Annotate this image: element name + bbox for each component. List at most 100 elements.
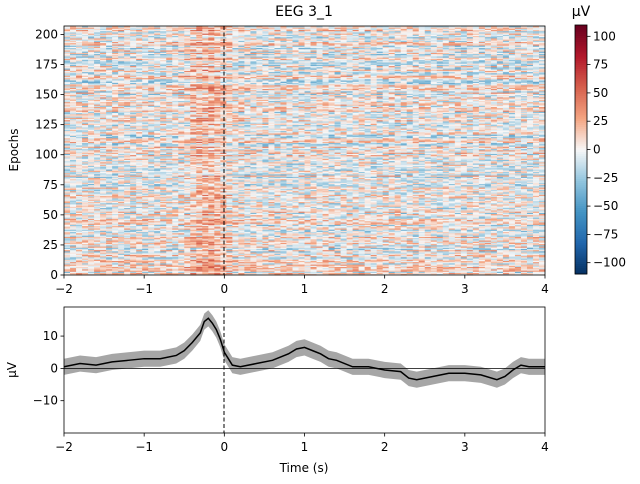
heatmap-cell bbox=[160, 205, 167, 207]
heatmap-cell bbox=[520, 232, 528, 235]
heatmap-cell bbox=[508, 265, 516, 267]
heatmap-cell bbox=[202, 264, 209, 266]
heatmap-cell bbox=[118, 248, 125, 251]
heatmap-cell bbox=[208, 210, 215, 212]
heatmap-cell bbox=[70, 232, 77, 235]
heatmap-cell bbox=[160, 262, 167, 265]
heatmap-cell bbox=[130, 248, 137, 251]
heatmap-cell bbox=[328, 266, 335, 269]
heatmap-cell bbox=[76, 224, 83, 227]
heatmap-cell bbox=[250, 264, 257, 266]
heatmap-cell bbox=[178, 273, 185, 276]
heatmap-cell bbox=[184, 267, 191, 270]
heatmap-cell bbox=[244, 225, 251, 228]
heatmap-cell bbox=[448, 204, 456, 206]
heatmap-cell bbox=[196, 212, 203, 215]
heatmap-cell bbox=[220, 225, 227, 228]
heatmap-cell bbox=[460, 229, 468, 231]
heatmap-cell bbox=[448, 208, 456, 211]
heatmap-cell bbox=[178, 249, 185, 252]
heatmap-cell bbox=[328, 240, 335, 242]
heatmap-cell bbox=[490, 244, 498, 247]
heatmap-cell bbox=[106, 250, 113, 253]
heatmap-cell bbox=[424, 200, 432, 203]
heatmap-cell bbox=[430, 210, 438, 212]
heatmap-cell bbox=[232, 210, 239, 212]
heatmap-cell bbox=[232, 262, 239, 265]
heatmap-cell bbox=[76, 253, 83, 255]
heatmap-cell bbox=[160, 270, 167, 272]
heatmap-cell bbox=[436, 265, 444, 267]
heatmap-cell bbox=[136, 256, 143, 259]
heatmap-cell bbox=[70, 200, 77, 203]
heatmap-cell bbox=[436, 246, 444, 248]
heatmap-cell bbox=[406, 240, 414, 242]
heatmap-cell bbox=[256, 234, 263, 236]
heatmap-cell bbox=[94, 247, 101, 249]
heatmap-cell bbox=[352, 242, 360, 245]
heatmap-cell bbox=[382, 210, 390, 212]
heatmap-cell bbox=[448, 262, 456, 265]
heatmap-cell bbox=[184, 199, 191, 201]
heatmap-cell bbox=[460, 226, 468, 229]
heatmap-cell bbox=[352, 268, 360, 271]
heatmap-cell bbox=[514, 204, 522, 206]
heatmap-cell bbox=[472, 241, 480, 243]
heatmap-cell bbox=[292, 258, 299, 260]
heatmap-cell bbox=[250, 247, 257, 249]
heatmap-cell bbox=[70, 243, 77, 246]
heatmap-cell bbox=[526, 242, 534, 245]
heatmap-cell bbox=[514, 252, 522, 254]
heatmap-cell bbox=[496, 261, 504, 264]
heatmap-cell bbox=[82, 268, 89, 271]
heatmap-cell bbox=[346, 224, 353, 227]
heatmap-cell bbox=[208, 261, 215, 264]
heatmap-cell bbox=[532, 242, 540, 245]
heatmap-cell bbox=[232, 230, 239, 233]
heatmap-cell bbox=[142, 252, 149, 254]
heatmap-cell bbox=[496, 265, 504, 267]
heatmap-cell bbox=[256, 240, 263, 242]
heatmap-cell bbox=[352, 272, 360, 275]
heatmap-cell bbox=[112, 220, 119, 223]
heatmap-cell bbox=[472, 228, 480, 230]
heatmap-cell bbox=[484, 271, 492, 273]
heatmap-cell bbox=[154, 226, 161, 229]
heatmap-cell bbox=[532, 238, 540, 241]
heatmap-cell bbox=[304, 243, 311, 246]
heatmap-cell bbox=[106, 205, 113, 207]
heatmap-cell bbox=[214, 208, 221, 211]
heatmap-cell bbox=[226, 247, 233, 249]
heatmap-cell bbox=[172, 262, 179, 265]
heatmap-cell bbox=[496, 207, 504, 210]
heatmap-cell bbox=[82, 213, 89, 216]
heatmap-cell bbox=[538, 232, 546, 235]
heatmap-cell bbox=[118, 260, 125, 263]
heatmap-cell bbox=[388, 216, 396, 218]
heatmap-cell bbox=[352, 254, 360, 257]
heatmap-cell bbox=[148, 264, 155, 266]
heatmap-cell bbox=[190, 219, 197, 222]
heatmap-cell bbox=[292, 206, 299, 209]
heatmap-cell bbox=[358, 248, 366, 251]
heatmap-cell bbox=[328, 234, 335, 236]
heatmap-cell bbox=[460, 248, 468, 251]
heatmap-cell bbox=[280, 252, 287, 254]
heatmap-cell bbox=[76, 222, 83, 224]
heatmap-cell bbox=[64, 213, 71, 216]
heatmap-cell bbox=[136, 254, 143, 257]
heatmap-cell bbox=[250, 272, 257, 275]
heatmap-cell bbox=[346, 241, 353, 243]
heatmap-cell bbox=[514, 256, 522, 259]
heatmap-cell bbox=[256, 247, 263, 249]
heatmap-cell bbox=[466, 271, 474, 273]
heatmap-cell bbox=[208, 272, 215, 275]
heatmap-cell bbox=[226, 272, 233, 275]
heatmap-cell bbox=[142, 241, 149, 243]
heatmap-cell bbox=[496, 270, 504, 272]
heatmap-cell bbox=[244, 202, 251, 205]
heatmap-cell bbox=[508, 247, 516, 249]
heatmap-cell bbox=[466, 231, 474, 234]
heatmap-cell bbox=[196, 213, 203, 216]
heatmap-cell bbox=[304, 262, 311, 265]
